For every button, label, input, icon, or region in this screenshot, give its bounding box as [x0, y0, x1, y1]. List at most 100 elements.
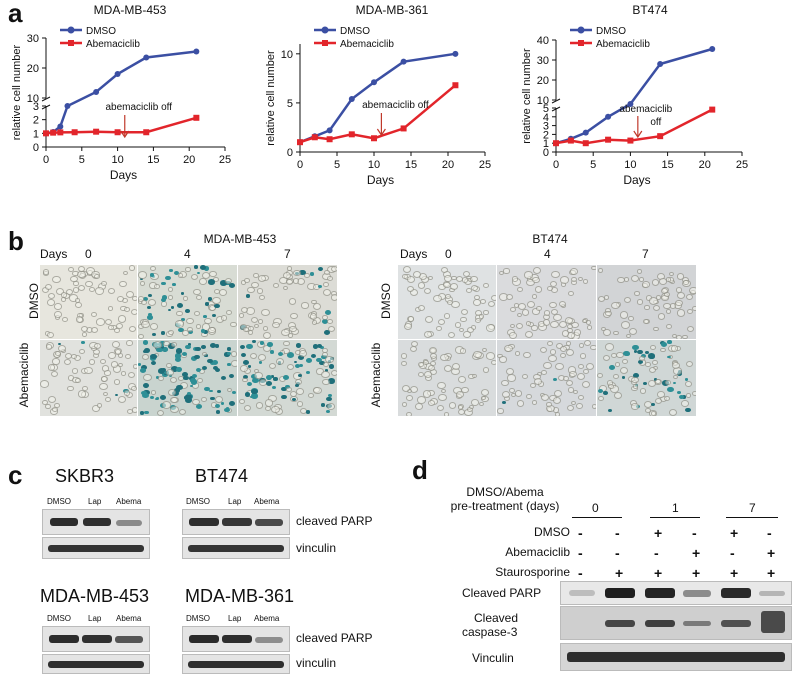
cell [167, 329, 174, 335]
c4-lane-dmso: DMSO [186, 614, 210, 623]
cell [317, 267, 323, 272]
cell [150, 353, 157, 360]
cell [578, 394, 585, 400]
cell [653, 326, 659, 332]
legend-marker-dmso [577, 26, 585, 34]
cell [598, 388, 604, 393]
cell [578, 343, 584, 349]
cell [193, 311, 200, 317]
dmso-point [582, 129, 589, 136]
cell [173, 387, 180, 393]
cell [639, 387, 647, 394]
cell [190, 356, 198, 362]
x-tick-label: 0 [297, 159, 303, 171]
y-tick-label: 0 [33, 142, 39, 154]
band [255, 637, 283, 643]
cell [230, 321, 237, 328]
legend-label-abema: Abemaciclib [86, 39, 140, 50]
cell [558, 321, 568, 329]
band [82, 635, 112, 643]
cell [214, 303, 220, 308]
annotation-text: abemaciclib off [362, 100, 429, 111]
legend-marker-dmso [321, 26, 329, 34]
cell [576, 403, 584, 409]
cell [185, 267, 191, 272]
cell [147, 293, 152, 298]
cell [527, 301, 536, 309]
x-tick-label: 20 [699, 159, 711, 171]
cell [239, 399, 245, 404]
cell [141, 390, 148, 396]
y-tick-label: 10 [537, 95, 549, 107]
cell [182, 296, 189, 301]
cell [672, 374, 678, 379]
abema-point [93, 128, 100, 135]
cell [510, 306, 517, 312]
cell [541, 370, 548, 376]
cell [576, 373, 585, 380]
cell [564, 317, 574, 325]
cell [479, 299, 486, 305]
cell [591, 404, 596, 409]
cell [80, 325, 88, 332]
cell [551, 270, 561, 279]
cell [406, 275, 415, 283]
cell [579, 353, 586, 359]
cell [598, 396, 605, 402]
band [50, 518, 78, 526]
cell [567, 324, 574, 330]
chart-title: MDA-MB-453 [94, 3, 167, 17]
cell [184, 397, 192, 403]
cell [275, 358, 284, 366]
cell [524, 271, 533, 279]
cell [471, 373, 477, 379]
cell [531, 276, 540, 284]
cell [221, 376, 227, 381]
cell [650, 345, 657, 351]
cell [417, 371, 424, 378]
sign-dmso-lane-4: - [692, 525, 697, 541]
cell [226, 387, 232, 393]
cell [112, 341, 121, 348]
cell [246, 343, 253, 350]
cell [296, 401, 304, 407]
c3-blot-parp [42, 626, 150, 652]
cell [243, 375, 249, 380]
band [116, 520, 142, 526]
cell [242, 377, 248, 383]
cell [330, 369, 337, 376]
cell [65, 288, 73, 295]
cell [239, 345, 245, 350]
y-tick-label: 4 [543, 112, 549, 124]
cell [75, 316, 84, 323]
cell [682, 334, 688, 339]
cell [224, 277, 233, 285]
cell [583, 340, 591, 347]
cell [98, 382, 108, 391]
cell [531, 293, 538, 299]
cell [473, 299, 481, 306]
panel-b-right-row-abema: Abemaciclib [369, 342, 383, 408]
cell [132, 364, 137, 369]
cell [581, 381, 590, 389]
cell [204, 354, 208, 357]
cell [64, 359, 72, 366]
cell [142, 340, 149, 345]
d-row-label-parp: Cleaved PARP [462, 586, 542, 600]
x-tick-label: 5 [590, 159, 596, 171]
c3-lane-dmso: DMSO [47, 614, 71, 623]
cell [281, 394, 287, 400]
cell [590, 344, 596, 351]
cell [506, 294, 513, 301]
cell [161, 368, 166, 372]
cell [597, 373, 604, 379]
dmso-point [400, 58, 407, 65]
annotation-text: off [650, 117, 661, 128]
cell [197, 272, 201, 275]
cell [105, 396, 111, 402]
cell [325, 355, 334, 363]
cell [161, 281, 166, 286]
cell [673, 381, 677, 385]
sign-abemaciclib-lane-2: - [615, 545, 620, 561]
